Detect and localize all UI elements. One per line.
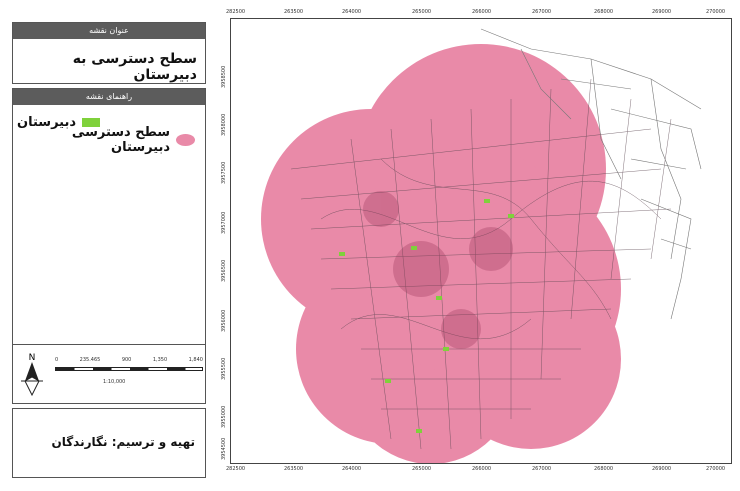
map-title: سطح دسترسی به دبیرستان	[72, 51, 197, 83]
schools	[339, 199, 514, 433]
x-tick-bottom: 264000	[342, 466, 362, 472]
legend-label-school: دبیرستان	[17, 114, 77, 130]
school-swatch-icon	[82, 117, 101, 127]
map-title-header: عنوان نقشه	[13, 23, 205, 39]
x-tick-bottom: 263500	[284, 466, 304, 472]
y-tick: 3958000	[221, 113, 227, 136]
y-tick: 3955000	[221, 405, 227, 428]
service-area-swatch-icon	[176, 134, 195, 146]
y-tick: 3958500	[221, 65, 227, 88]
y-tick: 3957000	[221, 211, 227, 234]
school-marker	[416, 429, 422, 433]
school-marker	[436, 296, 442, 300]
school-marker	[385, 379, 391, 383]
x-tick-bottom: 265000	[412, 466, 432, 472]
map-frame[interactable]	[230, 18, 732, 464]
x-tick-top: 266000	[472, 9, 492, 15]
legend-label-service-area: سطح دسترسی دبیرستان	[71, 125, 171, 155]
school-marker	[484, 199, 490, 203]
y-tick: 3957500	[221, 161, 227, 184]
x-tick-top: 263500	[284, 9, 304, 15]
x-tick-bottom: 269000	[652, 466, 672, 472]
legend-header: راهنمای نقشه	[13, 89, 205, 105]
x-tick-top: 269000	[652, 9, 672, 15]
x-tick-top: 265000	[412, 9, 432, 15]
x-tick-bottom: 266000	[472, 466, 492, 472]
scale-tick: 0	[55, 357, 59, 363]
scale-panel: N 0 235.465 900 1,350 1,840 1:10,000	[12, 344, 206, 404]
x-tick-top: 282500	[226, 9, 246, 15]
legend-item-school: دبیرستان	[13, 113, 205, 131]
north-label: N	[29, 353, 36, 363]
x-tick-bottom: 270000	[706, 466, 726, 472]
school-marker	[411, 246, 417, 250]
credit-panel: تهیه و ترسیم: نگارندگان	[12, 408, 206, 478]
y-tick: 3956500	[221, 259, 227, 282]
x-tick-top: 267000	[532, 9, 552, 15]
y-tick: 3956000	[221, 309, 227, 332]
watermark-ornament	[363, 191, 513, 349]
school-marker	[443, 347, 449, 351]
x-tick-top: 264000	[342, 9, 362, 15]
x-tick-top: 270000	[706, 9, 726, 15]
scale-tick-labels: 0 235.465 900 1,350 1,840	[55, 357, 203, 363]
x-tick-top: 268000	[594, 9, 614, 15]
outer-roads	[480, 28, 702, 320]
y-tick: 3955500	[221, 357, 227, 380]
legend-column: عنوان نقشه سطح دسترسی به دبیرستان راهنما…	[12, 22, 208, 478]
legend-item-service-area: سطح دسترسی دبیرستان	[13, 125, 205, 155]
scale-tick: 900	[121, 357, 132, 363]
y-tick: 3954500	[221, 437, 227, 460]
scale-tick: 235.465	[79, 357, 101, 363]
north-arrow-icon: N	[21, 353, 43, 397]
road-network	[290, 78, 672, 450]
map-canvas[interactable]	[231, 19, 731, 463]
school-marker	[508, 214, 514, 218]
x-tick-bottom: 282500	[226, 466, 246, 472]
scale-tick: 1,840	[188, 357, 203, 363]
scale-ratio: 1:10,000	[103, 379, 126, 385]
credit-text: تهیه و ترسیم: نگارندگان	[51, 435, 195, 449]
scale-bar	[55, 367, 203, 371]
legend-panel: راهنمای نقشه دبیرستان سطح دسترسی دبیرستا…	[12, 88, 206, 365]
scale-tick: 1,350	[152, 357, 168, 363]
x-tick-bottom: 267000	[532, 466, 552, 472]
map-title-panel: عنوان نقشه سطح دسترسی به دبیرستان	[12, 22, 206, 84]
x-tick-bottom: 268000	[594, 466, 614, 472]
school-marker	[339, 252, 345, 256]
